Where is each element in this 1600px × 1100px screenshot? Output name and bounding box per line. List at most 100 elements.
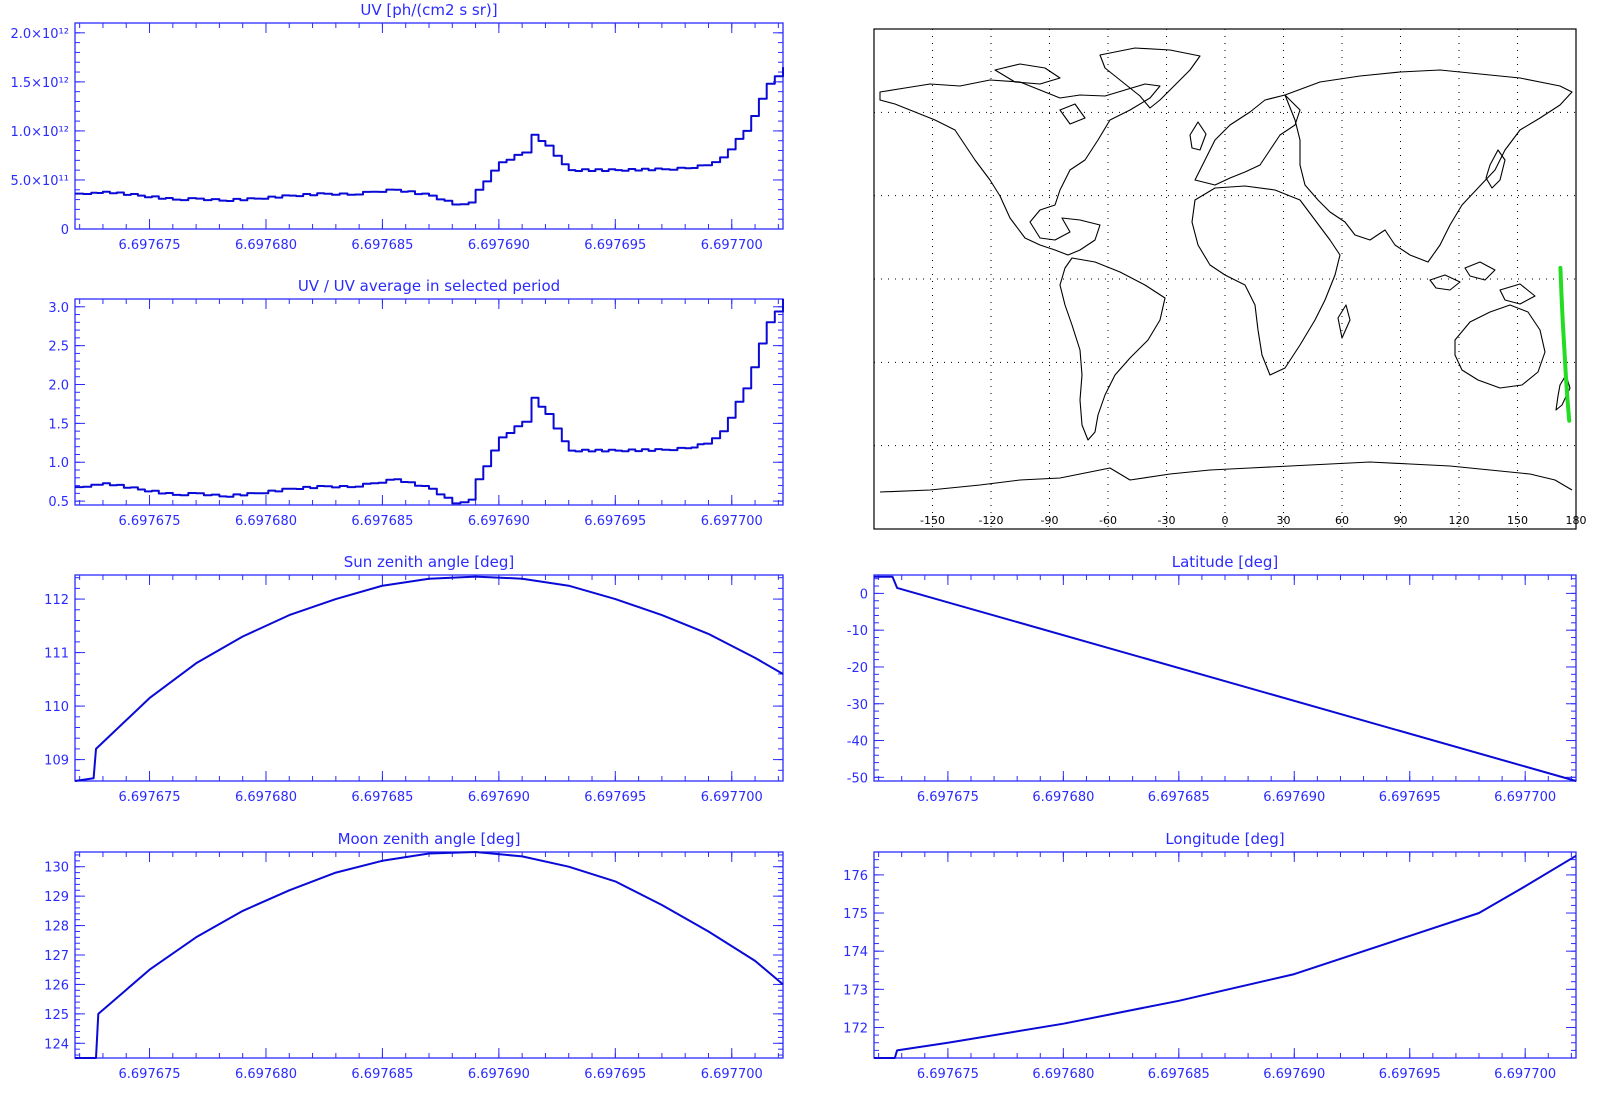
x-tick-label: 6.697680 xyxy=(1032,790,1094,805)
map-longitude-label: 60 xyxy=(1335,514,1349,527)
y-tick-label: 0 xyxy=(61,223,69,238)
y-tick-label: 1.0 xyxy=(48,456,69,471)
x-tick-label: 6.697680 xyxy=(235,790,297,805)
latitude-axis-ticks xyxy=(874,575,1576,781)
y-tick-label: 110 xyxy=(44,700,69,715)
x-tick-label: 6.697680 xyxy=(235,238,297,253)
y-tick-label: 124 xyxy=(44,1037,69,1052)
y-tick-label: 111 xyxy=(44,647,69,662)
longitude-plot-frame xyxy=(873,851,1577,1059)
sun-zenith-series-line xyxy=(74,575,784,782)
x-tick-label: 6.697690 xyxy=(468,514,530,529)
x-tick-label: 6.697685 xyxy=(351,514,413,529)
x-tick-label: 6.697695 xyxy=(584,790,646,805)
y-tick-label: 128 xyxy=(44,920,69,935)
map-longitude-label: -150 xyxy=(920,514,945,527)
uv-series-line xyxy=(75,67,784,206)
x-tick-label: 6.697690 xyxy=(468,1067,530,1082)
map-longitude-label: 30 xyxy=(1277,514,1291,527)
sun-zenith-plot-frame xyxy=(74,574,784,782)
x-tick-label: 6.697680 xyxy=(235,514,297,529)
y-tick-label: 127 xyxy=(44,949,69,964)
x-tick-label: 6.697675 xyxy=(917,790,979,805)
latitude-series-line xyxy=(874,575,1577,782)
satellite-ground-track xyxy=(1558,265,1572,423)
moon-zenith-tick-labels: 6.697675 6.697680 6.697685 6.697690 6.697695… xyxy=(44,861,763,1082)
x-tick-label: 6.697695 xyxy=(584,514,646,529)
x-tick-label: 6.697700 xyxy=(701,514,763,529)
x-tick-label: 6.697675 xyxy=(119,790,181,805)
y-tick-label: 130 xyxy=(44,861,69,876)
uv-ratio-axis-ticks xyxy=(75,299,783,505)
y-tick-label: 112 xyxy=(44,593,69,608)
sun-zenith-tick-labels: 6.697675 6.697680 6.697685 6.697690 6.697695… xyxy=(44,593,763,805)
map-longitude-label: 180 xyxy=(1566,514,1587,527)
longitude-axis-ticks xyxy=(874,851,1576,1059)
x-tick-label: 6.697675 xyxy=(917,1067,979,1082)
longitude-chart: Longitude [deg] 6.697675 6.697680 6.697685… xyxy=(843,830,1577,1082)
y-tick-label: 129 xyxy=(44,890,69,905)
africa-coast xyxy=(1191,185,1341,376)
y-tick-label: 125 xyxy=(44,1008,69,1023)
y-tick-label: 1.5 xyxy=(48,417,69,432)
x-tick-label: 6.697680 xyxy=(1032,1067,1094,1082)
y-tick-label: 109 xyxy=(44,754,69,769)
latitude-chart-title: Latitude [deg] xyxy=(1172,553,1278,571)
y-tick-label: 1.5×10¹² xyxy=(10,76,69,91)
x-tick-label: 6.697700 xyxy=(1494,790,1556,805)
y-tick-label: 175 xyxy=(843,907,868,922)
latitude-chart: Latitude [deg] 6.697675 6.697680 6.697685 6… xyxy=(847,553,1577,805)
longitude-series-line xyxy=(874,854,1577,1059)
y-tick-label: 0.5 xyxy=(48,495,69,510)
uv-ratio-series-line xyxy=(75,299,784,505)
map-longitude-label: 0 xyxy=(1222,514,1229,527)
uv-radiance-chart: UV [ph/(cm2 s sr)] 6.697675 6.697680 6.697… xyxy=(10,1,784,253)
latitude-tick-labels: 6.697675 6.697680 6.697685 6.697690 6.697695… xyxy=(847,587,1556,805)
greenland-coast xyxy=(1099,47,1201,109)
uv-chart-title: UV [ph/(cm2 s sr)] xyxy=(360,1,497,19)
x-tick-label: 6.697675 xyxy=(119,238,181,253)
y-tick-label: -40 xyxy=(847,735,868,750)
x-tick-label: 6.697675 xyxy=(119,514,181,529)
x-tick-label: 6.697690 xyxy=(1263,1067,1325,1082)
y-tick-label: 2.0×10¹² xyxy=(10,27,69,42)
y-tick-label: -20 xyxy=(847,661,868,676)
y-tick-label: 1.0×10¹² xyxy=(10,125,69,140)
x-tick-label: 6.697685 xyxy=(351,1067,413,1082)
x-tick-label: 6.697700 xyxy=(701,238,763,253)
x-tick-label: 6.697685 xyxy=(1148,790,1210,805)
y-tick-label: 176 xyxy=(843,869,868,884)
britain-coast xyxy=(1189,121,1207,151)
y-tick-label: 173 xyxy=(843,983,868,998)
map-longitude-label: -60 xyxy=(1099,514,1117,527)
longitude-tick-labels: 6.697675 6.697680 6.697685 6.697690 6.697695… xyxy=(843,869,1556,1082)
x-tick-label: 6.697690 xyxy=(468,790,530,805)
japan-coast xyxy=(1485,149,1506,189)
map-longitude-labels: -150 -120 -90 -60 -30 0 30 60 90 120 150 180 xyxy=(920,514,1586,527)
y-tick-label: 126 xyxy=(44,978,69,993)
moon-zenith-chart: Moon zenith angle [deg] 6.697675 6.697680… xyxy=(44,830,784,1082)
x-tick-label: 6.697700 xyxy=(701,1067,763,1082)
uv-axis-ticks xyxy=(75,22,783,230)
y-tick-label: 174 xyxy=(843,945,868,960)
x-tick-label: 6.697700 xyxy=(1494,1067,1556,1082)
moon-zenith-plot-frame xyxy=(74,851,784,1059)
y-tick-label: 2.5 xyxy=(48,340,69,355)
australia-coast xyxy=(1454,304,1546,389)
y-tick-label: 3.0 xyxy=(48,301,69,316)
y-tick-label: 0 xyxy=(860,587,868,602)
antarctica-coast xyxy=(879,461,1573,493)
uv-ratio-tick-labels: 6.697675 6.697680 6.697685 6.697690 6.697695… xyxy=(48,301,762,529)
uv-ratio-plot-frame xyxy=(74,298,784,506)
map-graticule xyxy=(874,29,1576,529)
moon-zenith-series-line xyxy=(75,851,784,1059)
y-tick-label: 5.0×10¹¹ xyxy=(10,174,69,189)
longitude-chart-title: Longitude [deg] xyxy=(1165,830,1284,848)
map-longitude-label: 150 xyxy=(1507,514,1528,527)
madagascar-coast xyxy=(1337,304,1351,339)
x-tick-label: 6.697675 xyxy=(119,1067,181,1082)
x-tick-label: 6.697680 xyxy=(235,1067,297,1082)
sun-zenith-chart-title: Sun zenith angle [deg] xyxy=(344,553,515,571)
sun-zenith-chart: Sun zenith angle [deg] 6.697675 6.697680 6… xyxy=(44,553,784,805)
